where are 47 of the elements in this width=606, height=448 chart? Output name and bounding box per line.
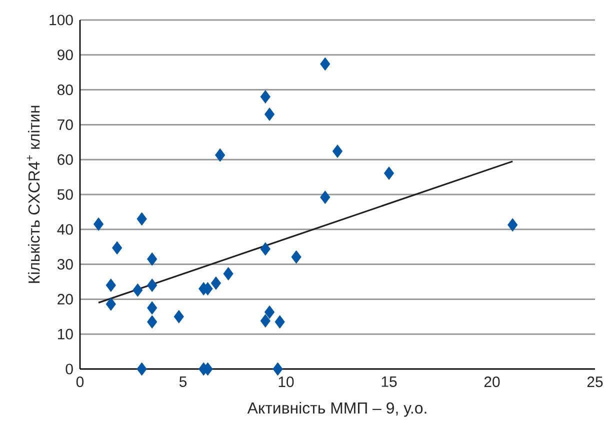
- y-tick-label: 50: [57, 189, 73, 200]
- point: [320, 57, 330, 71]
- y-tick-label: 90: [58, 50, 73, 60]
- point: [147, 315, 158, 329]
- point: [147, 252, 158, 266]
- point: [272, 362, 283, 376]
- x-tick-label: 0: [76, 376, 84, 388]
- y-tick-label: 100: [50, 14, 73, 26]
- y-tick-label: 10: [58, 328, 73, 340]
- point: [106, 297, 116, 311]
- point: [132, 283, 143, 297]
- point: [210, 276, 222, 290]
- point: [264, 108, 275, 121]
- y-tick-label: 20: [58, 294, 73, 304]
- point: [106, 278, 116, 292]
- point: [112, 241, 122, 255]
- point: [260, 242, 270, 256]
- point: [291, 250, 302, 264]
- y-tick-label: 40: [57, 224, 73, 235]
- point: [147, 301, 158, 315]
- point: [260, 314, 270, 328]
- x-axis-title: Активність ММП – 9, у.о.: [247, 402, 426, 417]
- point: [147, 278, 158, 292]
- x-tick-label: 25: [587, 376, 603, 388]
- x-tick-label: 5: [179, 376, 187, 387]
- point: [274, 315, 285, 329]
- point: [215, 148, 226, 162]
- y-tick-label: 70: [58, 119, 73, 130]
- point: [136, 212, 147, 226]
- y-tick-label: 30: [57, 259, 73, 270]
- point: [174, 310, 184, 324]
- point: [332, 144, 343, 158]
- point: [508, 218, 518, 232]
- x-tick-label: 10: [278, 376, 294, 388]
- point: [320, 190, 330, 204]
- point: [260, 90, 270, 104]
- y-axis-title: Кількість CXCR4$^{+}$ клітин: [26, 106, 40, 283]
- y-tick-label: 80: [58, 84, 73, 96]
- y-tick-label: 0: [66, 364, 73, 374]
- point: [223, 267, 234, 280]
- y-tick-label: 60: [58, 154, 73, 165]
- x-tick-label: 20: [484, 376, 500, 388]
- x-tick-label: 15: [382, 376, 397, 387]
- point: [93, 217, 104, 231]
- point: [264, 305, 275, 319]
- point: [136, 362, 147, 376]
- point: [384, 166, 394, 180]
